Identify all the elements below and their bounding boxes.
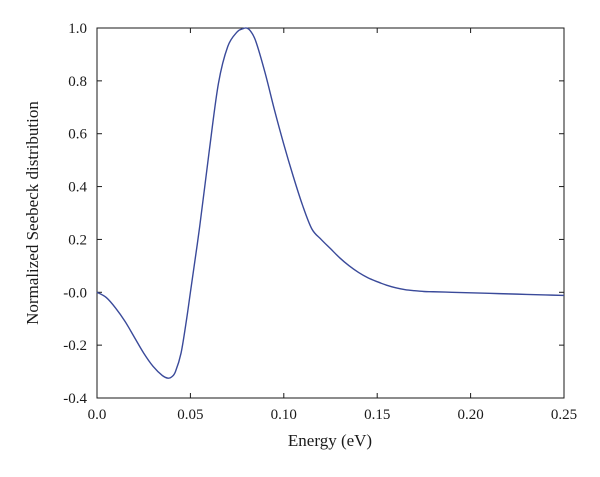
x-tick-label: 0.05 bbox=[177, 407, 203, 423]
y-tick-label: -0.0 bbox=[63, 285, 87, 301]
y-tick-label: 0.2 bbox=[68, 232, 87, 248]
x-tick-label: 0.25 bbox=[551, 407, 577, 423]
y-tick-label: 0.4 bbox=[68, 180, 87, 196]
y-axis-title: Normalized Seebeck distribution bbox=[23, 101, 42, 325]
x-tick-label: 0.10 bbox=[271, 407, 297, 423]
series-line bbox=[96, 27, 565, 379]
x-tick-label: 0.20 bbox=[457, 407, 483, 423]
plot-area bbox=[96, 27, 565, 399]
plot-frame bbox=[96, 27, 565, 399]
y-axis-ticks bbox=[97, 27, 564, 399]
y-tick-labels: -0.4 -0.2 -0.0 0.2 0.4 0.6 0.8 1.0 bbox=[63, 21, 87, 407]
x-axis-title: Energy (eV) bbox=[288, 431, 372, 450]
x-tick-label: 0.0 bbox=[88, 407, 107, 423]
y-tick-label: -0.4 bbox=[63, 391, 87, 407]
x-axis-ticks bbox=[96, 28, 565, 398]
x-tick-labels: 0.0 0.05 0.10 0.15 0.20 0.25 bbox=[88, 407, 578, 423]
y-tick-label: 0.6 bbox=[68, 127, 87, 143]
y-tick-label: -0.2 bbox=[63, 338, 87, 354]
y-tick-label: 0.8 bbox=[68, 74, 87, 90]
y-tick-label: 1.0 bbox=[68, 21, 87, 37]
x-tick-label: 0.15 bbox=[364, 407, 390, 423]
